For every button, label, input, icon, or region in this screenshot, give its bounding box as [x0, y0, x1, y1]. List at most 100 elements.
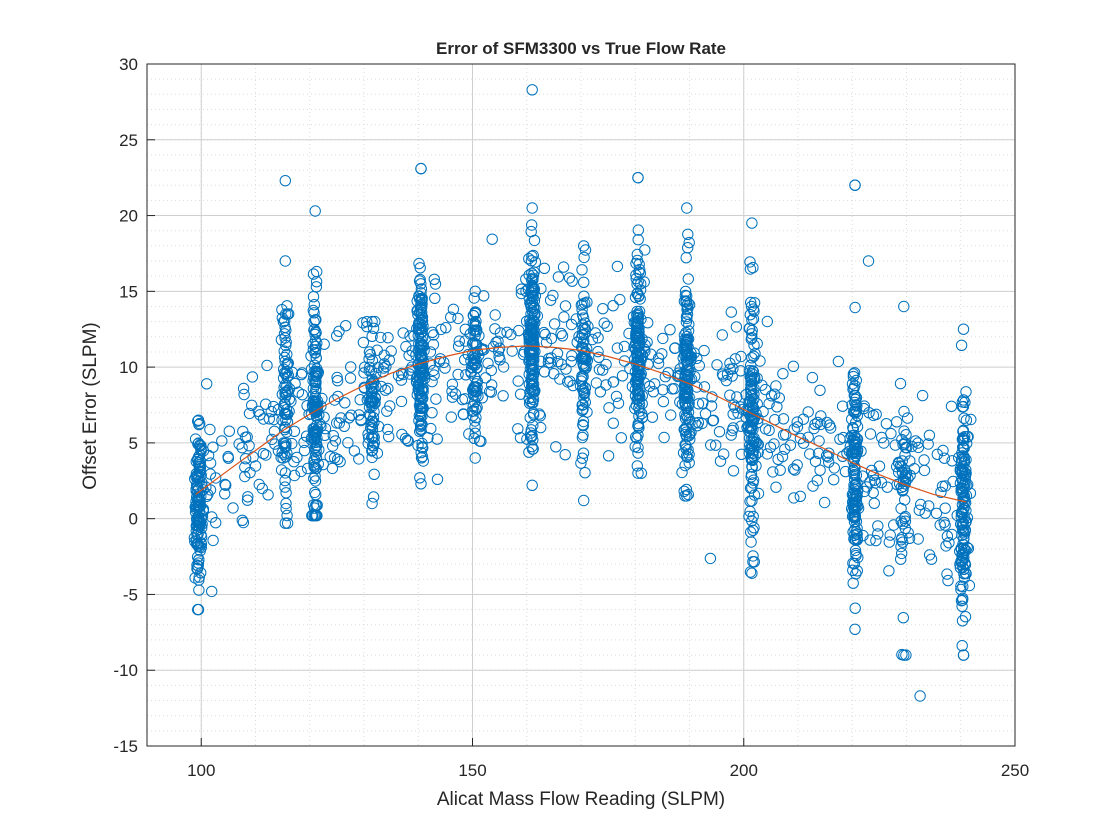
scatter-point — [602, 450, 615, 462]
scatter-point — [851, 421, 864, 433]
scatter-point — [865, 464, 878, 477]
scatter-point — [724, 363, 736, 375]
scatter-point — [257, 447, 270, 460]
scatter-point — [632, 352, 644, 364]
scatter-point — [594, 386, 607, 398]
scatter-point — [631, 432, 643, 444]
scatter-point — [832, 355, 845, 368]
scatter-point — [634, 391, 646, 403]
scatter-point — [682, 401, 694, 413]
scatter-point — [192, 560, 204, 572]
scatter-point — [898, 405, 910, 418]
scatter-point — [759, 383, 772, 396]
scatter-point — [468, 432, 480, 444]
scatter-point — [492, 345, 505, 357]
scatter-point — [898, 512, 911, 524]
scatter-point — [469, 421, 481, 433]
scatter-point — [714, 455, 727, 467]
scatter-point — [193, 584, 205, 596]
scatter-point — [847, 368, 860, 380]
scatter-point — [459, 323, 471, 335]
scatter-point — [526, 267, 538, 279]
scatter-point — [279, 467, 292, 479]
scatter-point — [600, 358, 612, 371]
scatter-point — [439, 362, 451, 374]
scatter-point — [206, 585, 218, 598]
scatter-point — [366, 330, 378, 342]
scatter-point — [957, 425, 969, 437]
scatter-point — [847, 464, 860, 477]
scatter-point — [263, 413, 275, 425]
scatter-point — [720, 374, 732, 387]
scatter-point — [954, 477, 967, 489]
scatter-point — [417, 442, 429, 454]
scatter-point — [279, 321, 291, 333]
scatter-point — [355, 413, 367, 426]
scatter-point — [578, 276, 590, 288]
scatter-point — [402, 435, 414, 447]
scatter-point — [633, 410, 645, 422]
scatter-point — [345, 361, 357, 373]
scatter-point — [809, 418, 821, 430]
scatter-point — [521, 433, 533, 445]
scatter-point — [900, 429, 912, 441]
scatter-point — [427, 364, 440, 377]
scatter-point — [957, 580, 969, 593]
scatter-point — [578, 240, 590, 252]
scatter-point — [745, 423, 757, 435]
scatter-point — [682, 406, 695, 418]
scatter-point — [577, 312, 590, 324]
scatter-point — [431, 433, 443, 445]
scatter-point — [794, 432, 807, 445]
scatter-point — [576, 399, 588, 411]
y-tick-label: 5 — [129, 434, 138, 453]
scatter-point — [522, 283, 535, 295]
scatter-point — [611, 342, 624, 354]
scatter-point — [306, 509, 319, 522]
scatter-point — [310, 445, 322, 457]
scatter-point — [848, 406, 860, 418]
scatter-point — [427, 329, 440, 341]
scatter-point — [364, 348, 377, 361]
scatter-point — [577, 337, 589, 349]
scatter-point — [381, 405, 393, 417]
scatter-point — [445, 411, 457, 423]
scatter-point — [342, 437, 354, 449]
scatter-point — [415, 299, 427, 311]
scatter-point — [761, 315, 773, 328]
scatter-point — [956, 615, 969, 627]
scatter-point — [592, 345, 604, 358]
scatter-point — [747, 436, 759, 448]
scatter-point — [593, 351, 605, 363]
scatter-point — [748, 350, 760, 362]
scatter-point — [523, 269, 535, 281]
scatter-point — [362, 428, 374, 440]
scatter-point — [485, 364, 497, 377]
scatter-point — [415, 424, 427, 436]
scatter-point — [589, 327, 601, 339]
scatter-point — [399, 432, 412, 445]
scatter-point — [657, 395, 670, 408]
scatter-point — [414, 394, 426, 406]
scatter-point — [848, 429, 860, 441]
scatter-point — [768, 438, 780, 450]
scatter-point — [523, 253, 535, 265]
scatter-point — [192, 520, 205, 532]
scatter-point — [849, 301, 861, 314]
scatter-point — [957, 592, 969, 604]
scatter-point — [710, 439, 722, 451]
scatter-point — [470, 403, 482, 415]
scatter-point — [665, 409, 677, 421]
scatter-point — [366, 415, 378, 428]
scatter-point — [850, 399, 862, 411]
scatter-point — [368, 383, 380, 395]
scatter-point — [435, 323, 447, 336]
scatter-point — [727, 422, 739, 434]
scatter-point — [429, 278, 442, 290]
scatter-point — [446, 385, 458, 397]
scatter-point — [279, 517, 291, 529]
scatter-point — [725, 429, 737, 441]
scatter-point — [281, 371, 293, 384]
scatter-point — [309, 396, 321, 409]
scatter-point — [266, 433, 278, 446]
